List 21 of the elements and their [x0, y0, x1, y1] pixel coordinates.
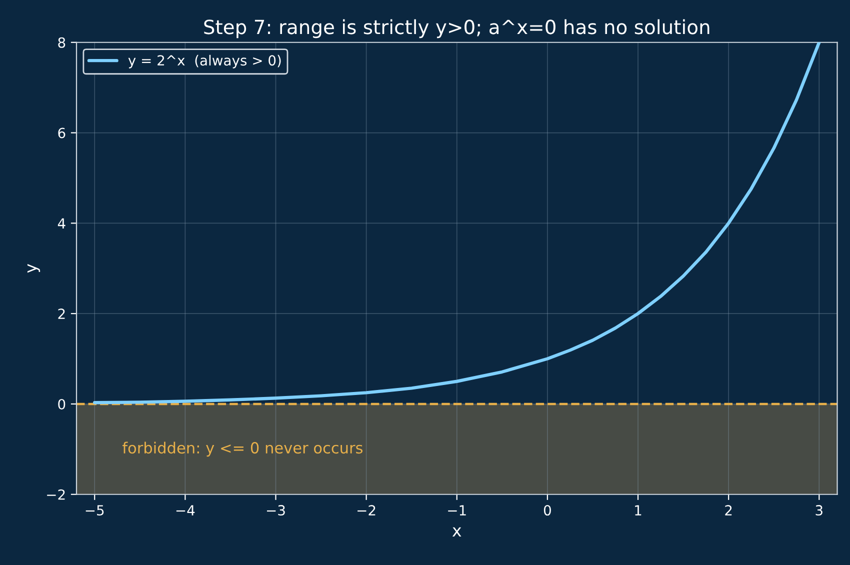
- x-tick-label: −1: [448, 505, 466, 516]
- y-tick-label: 4: [58, 218, 66, 228]
- x-tick-label: 2: [725, 505, 732, 516]
- legend-label: y = 2^x (always > 0): [128, 54, 281, 68]
- y-tick-label: 2: [58, 308, 65, 319]
- x-tick-label: 1: [635, 505, 642, 516]
- x-tick-label: −2: [358, 505, 376, 516]
- chart-title: Step 7: range is strictly y>0; a^x=0 has no solution: [204, 19, 710, 38]
- y-axis-title: y: [27, 264, 40, 273]
- y-tick-label: 6: [58, 128, 66, 138]
- x-tick-label: −3: [266, 505, 285, 516]
- x-tick-label: 0: [544, 505, 551, 516]
- y-tick-label: −2: [47, 489, 65, 500]
- y-tick-label: 8: [58, 37, 66, 48]
- line-series: [93, 42, 821, 404]
- x-axis-title: x: [452, 527, 462, 536]
- y-tick-label: 0: [58, 398, 66, 410]
- annotation: forbidden: y <= 0 never occurs: [122, 442, 362, 457]
- x-tick-label: −4: [176, 505, 195, 516]
- x-tick-label: −5: [86, 505, 104, 516]
- x-tick-label: 3: [816, 505, 822, 516]
